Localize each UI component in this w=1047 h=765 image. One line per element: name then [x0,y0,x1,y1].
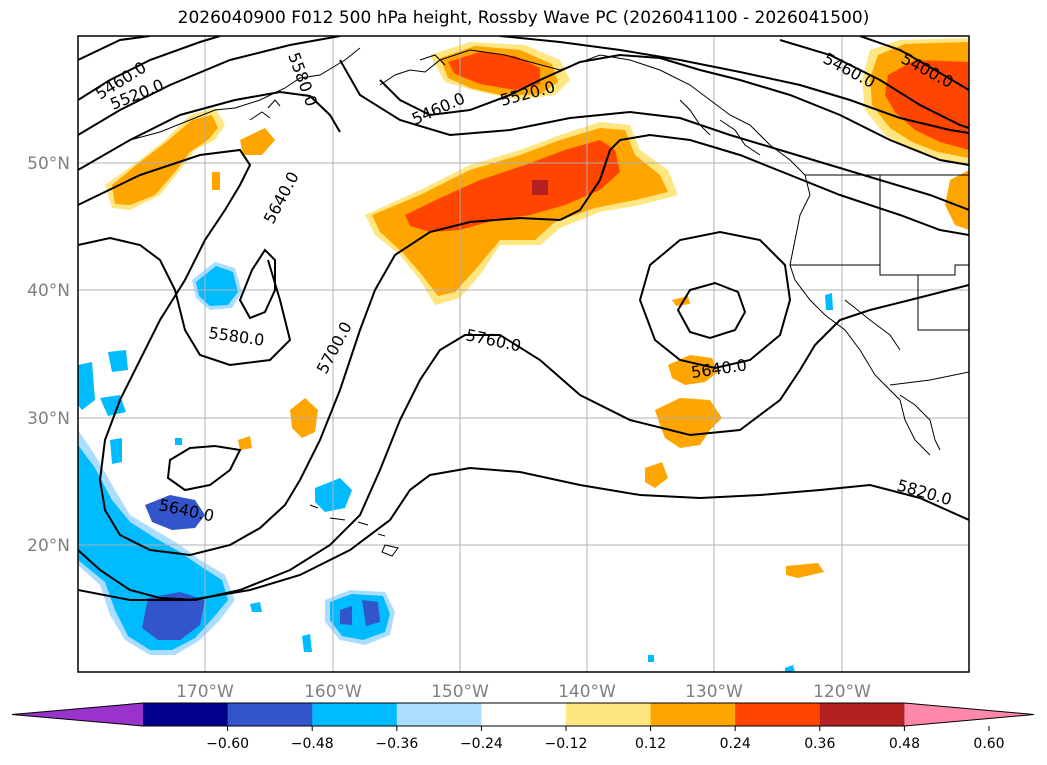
lat-label: 40°N [27,281,70,301]
gridlines [78,36,969,672]
colorbar-extend-max [904,703,1034,726]
colorbar-outline [11,702,1035,727]
longitude-labels: 170°W 160°W 150°W 140°W 130°W 120°W [176,682,871,702]
colorbar: −0.60 −0.48 −0.36 −0.24 −0.12 0.12 0.24 0.36 0.4… [11,702,1035,752]
colorbar-segment [396,703,482,726]
colorbar-tick-label: −0.60 [206,736,249,752]
map-frame [77,35,970,673]
coastlines [129,47,969,557]
colorbar-tick-label: −0.24 [460,736,503,752]
map-title: 2026040900 F012 500 hPa height, Rossby W… [177,8,870,28]
colorbar-tick-label: −0.36 [375,736,418,752]
colorbar-tick-label: 0.48 [889,736,920,752]
colorbar-tick-label: 0.12 [635,736,666,752]
map-panel [78,36,969,672]
lon-label: 130°W [685,682,743,702]
colorbar-segment [650,703,736,726]
lon-label: 120°W [813,682,871,702]
lon-label: 140°W [558,682,616,702]
lon-label: 170°W [176,682,234,702]
colorbar-segment [819,703,905,726]
colorbar-segment [735,703,821,726]
colorbar-tick-label: 0.36 [804,736,835,752]
lon-label: 150°W [431,682,489,702]
colorbar-segment [227,703,313,726]
lon-label: 160°W [304,682,362,702]
height-contours [78,36,969,602]
lat-label: 30°N [27,409,70,429]
colorbar-segment [481,703,567,726]
colorbar-segment [143,703,229,726]
colorbar-tick-label: −0.48 [291,736,334,752]
latitude-labels: 50°N 40°N 30°N 20°N [27,154,70,556]
colorbar-extend-min [12,703,143,726]
colorbar-tick-label: 0.24 [720,736,751,752]
colorbar-segment [312,703,398,726]
colorbar-segment [566,703,652,726]
colorbar-tick-label: −0.12 [545,736,588,752]
lat-label: 50°N [27,154,70,174]
lat-label: 20°N [27,536,70,556]
colorbar-tick-label: 0.60 [973,736,1004,752]
positive-anomaly-shading [105,38,969,578]
